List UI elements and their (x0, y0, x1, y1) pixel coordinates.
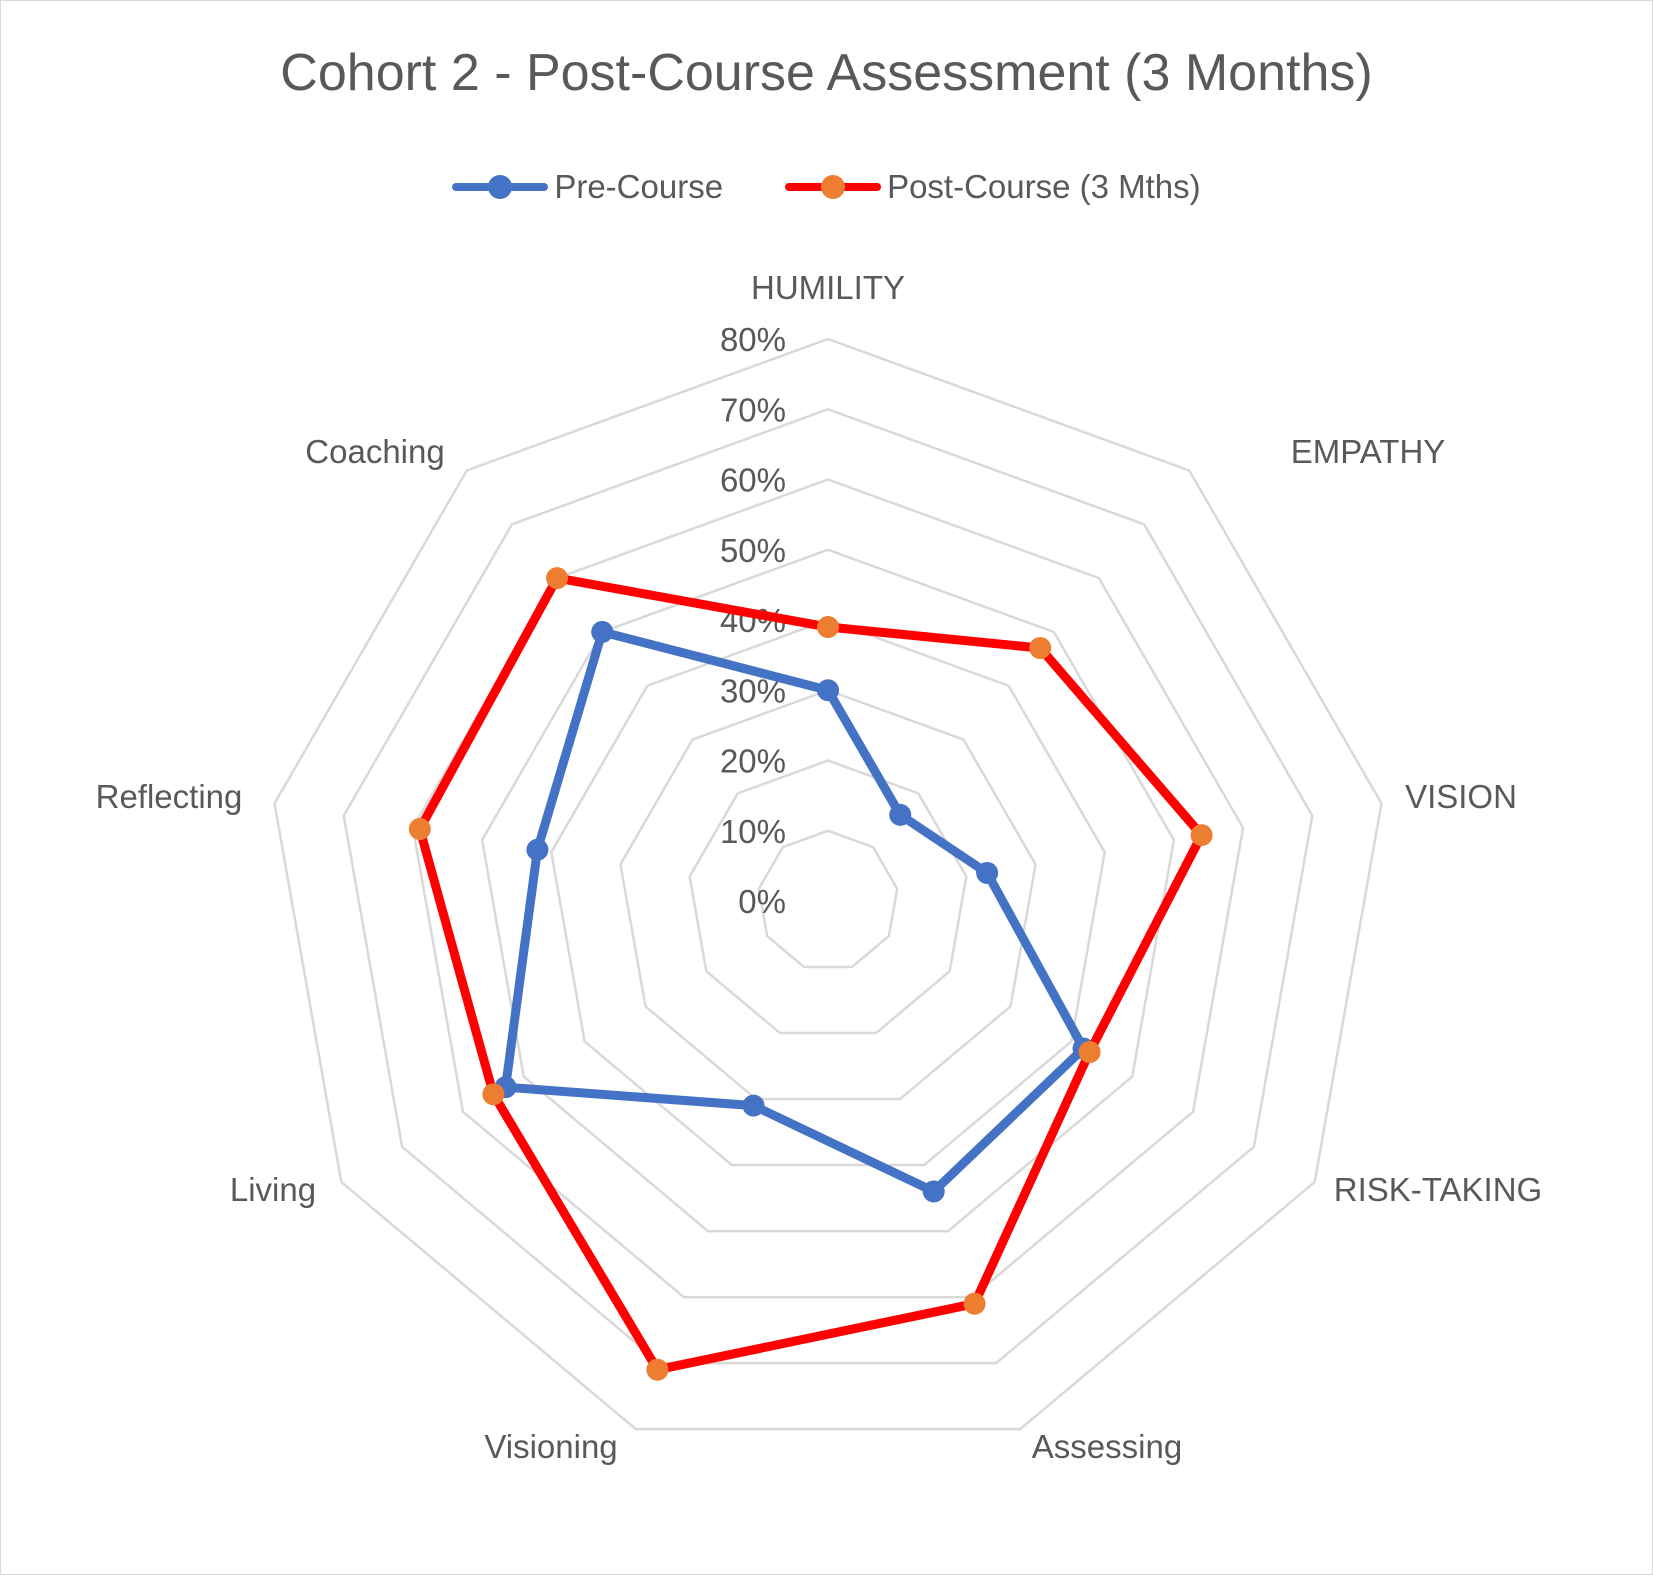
series-1[interactable] (408, 567, 1213, 1381)
legend-marker (821, 175, 846, 199)
category-label: EMPATHY (1291, 433, 1446, 470)
legend-label: Pre-Course (554, 168, 724, 205)
series-line (415, 573, 1207, 1375)
data-point-marker[interactable] (922, 1180, 945, 1203)
data-point-marker[interactable] (1190, 824, 1213, 847)
data-point-marker[interactable] (526, 838, 549, 861)
data-point-marker[interactable] (1078, 1041, 1101, 1064)
radial-tick-labels: 0%10%20%30%40%50%60%70%80% (720, 321, 786, 920)
tick-label: 20% (720, 743, 786, 780)
data-point-marker[interactable] (591, 620, 614, 643)
data-point-marker[interactable] (976, 861, 999, 884)
grid-ring (619, 688, 1037, 1101)
data-point-marker[interactable] (742, 1094, 765, 1117)
category-label: Coaching (305, 433, 444, 470)
data-point-marker[interactable] (889, 803, 912, 826)
data-point-marker[interactable] (482, 1083, 505, 1106)
grid-ring (688, 759, 968, 1035)
data-point-marker[interactable] (646, 1358, 669, 1381)
gridlines (273, 337, 1383, 1431)
category-label: Reflecting (96, 778, 243, 815)
series-line (501, 627, 1089, 1196)
legend-marker (488, 175, 513, 199)
tick-label: 70% (720, 391, 786, 428)
data-point-marker[interactable] (1029, 637, 1052, 660)
grid-ring (480, 548, 1176, 1233)
data-point-marker[interactable] (408, 818, 431, 841)
legend-item-pre-course[interactable]: Pre-Course (452, 167, 723, 207)
category-label: Living (230, 1171, 316, 1208)
legend: Pre-Course Post-Course (3 Mths) (1, 167, 1652, 207)
data-point-marker[interactable] (546, 567, 569, 590)
grid-ring (273, 337, 1383, 1431)
legend-line-marker-icon (452, 167, 549, 207)
tick-label: 60% (720, 462, 786, 499)
legend-line-marker-icon (785, 167, 882, 207)
grid-ring (549, 618, 1107, 1167)
category-label: HUMILITY (751, 269, 905, 306)
data-point-marker[interactable] (817, 679, 839, 702)
data-point-marker[interactable] (817, 616, 839, 639)
data-point-marker[interactable] (963, 1292, 986, 1315)
category-label: VISION (1405, 778, 1517, 815)
series-0[interactable] (494, 620, 1095, 1203)
grid-ring (757, 829, 899, 969)
category-label: Assessing (1032, 1428, 1182, 1465)
legend-label: Post-Course (3 Mths) (887, 168, 1201, 205)
data-series (408, 567, 1213, 1381)
tick-label: 80% (720, 321, 786, 358)
category-label: RISK-TAKING (1334, 1171, 1542, 1208)
category-labels: HUMILITY EMPATHY VISION RISK-TAKING Assessin… (96, 269, 1543, 1465)
tick-label: 50% (720, 532, 786, 569)
grid-ring (342, 407, 1314, 1365)
tick-label: 10% (720, 813, 786, 850)
category-label: Visioning (484, 1428, 617, 1465)
tick-label: 0% (738, 883, 786, 920)
legend-item-post-course[interactable]: Post-Course (3 Mths) (785, 167, 1201, 207)
chart-title: Cohort 2 - Post-Course Assessment (3 Mon… (280, 44, 1373, 102)
